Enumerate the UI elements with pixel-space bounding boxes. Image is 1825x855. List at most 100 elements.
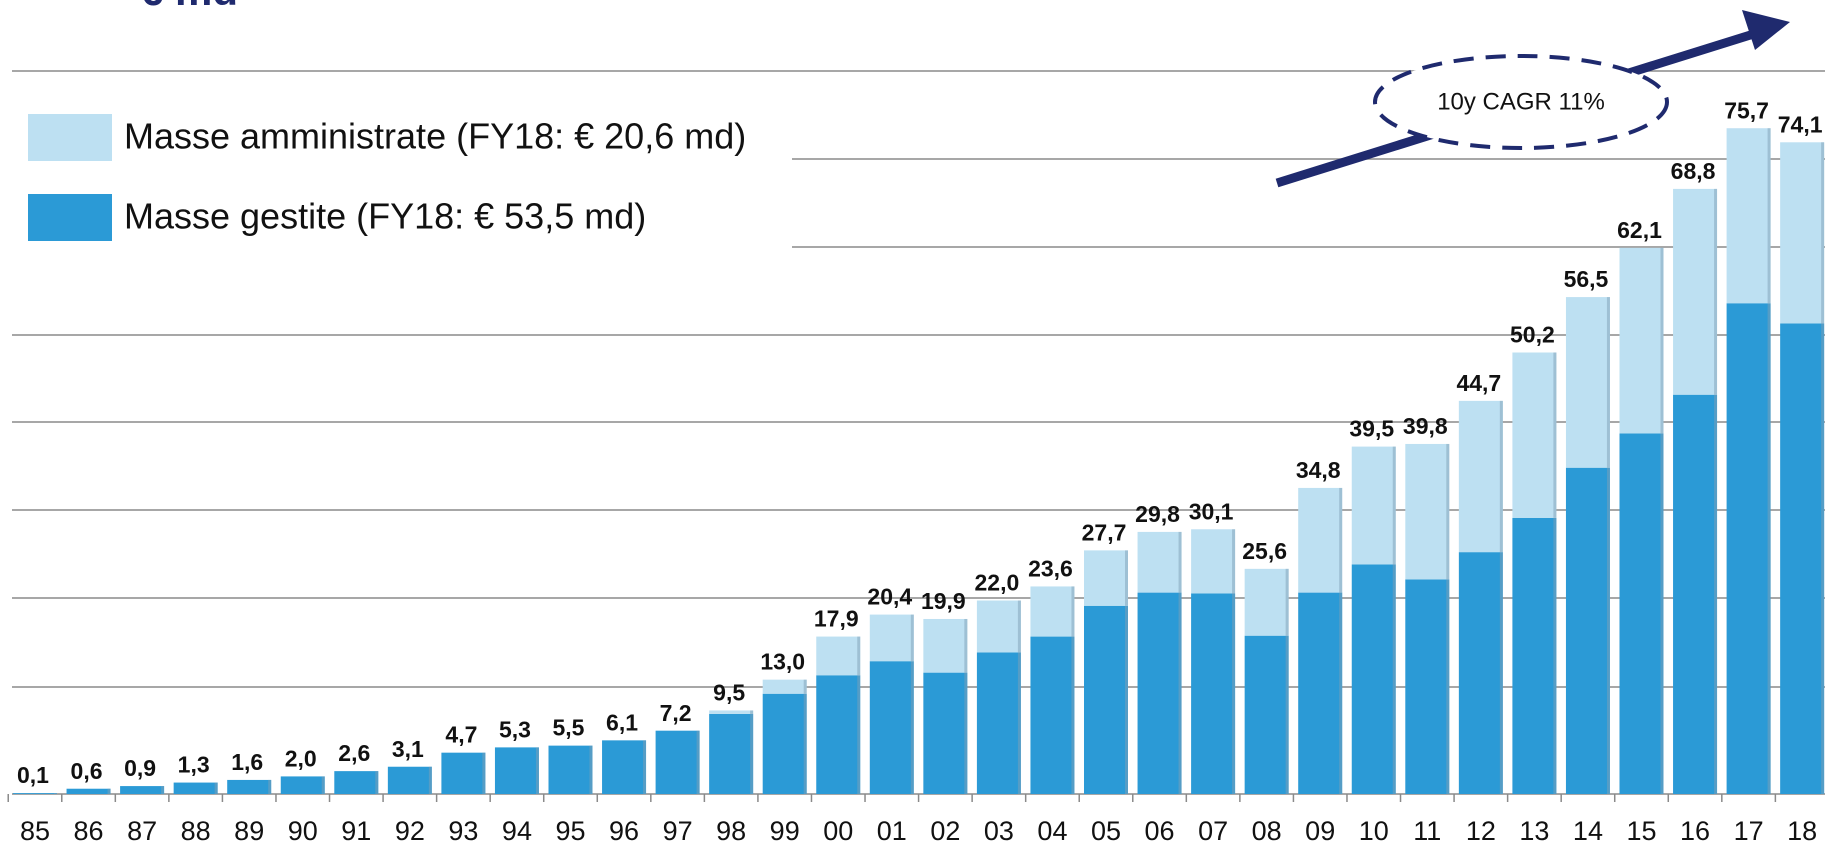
bar-edge — [1499, 400, 1503, 553]
bar-segment — [1298, 592, 1343, 794]
bar-edge — [803, 693, 807, 794]
x-tick-label: 90 — [288, 816, 318, 846]
bar-edge — [1285, 568, 1289, 636]
x-tick-label: 96 — [609, 816, 639, 846]
bar-edge — [1446, 579, 1450, 794]
bar-edge — [214, 782, 218, 794]
chart-title: € md — [140, 0, 238, 14]
bar-segment — [280, 776, 325, 794]
bar-segment — [1244, 635, 1289, 794]
total-label: 75,7 — [1724, 97, 1769, 123]
bar-segment — [120, 786, 165, 794]
bar-segment — [1673, 188, 1718, 395]
x-tick-label: 03 — [984, 816, 1014, 846]
bar-segment — [1619, 433, 1664, 794]
total-label: 5,5 — [553, 715, 585, 741]
annotation-ellipse — [1373, 54, 1669, 150]
total-label: 39,5 — [1349, 416, 1394, 442]
x-tick-label: 18 — [1787, 816, 1817, 846]
bar-edge — [1339, 487, 1343, 593]
bar-edge — [1017, 600, 1021, 653]
bar-segment — [869, 614, 914, 662]
bar-edge — [1606, 467, 1610, 794]
x-tick-label: 15 — [1626, 816, 1656, 846]
bar-segment — [1458, 400, 1503, 553]
bar-edge — [1125, 550, 1128, 606]
total-label: 23,6 — [1028, 556, 1073, 582]
bar-segment — [1244, 568, 1289, 636]
bar-segment — [602, 740, 647, 794]
total-label: 0,1 — [17, 762, 49, 788]
total-label: 0,6 — [71, 758, 103, 784]
legend-swatch — [28, 194, 112, 241]
bar-segment — [762, 693, 807, 794]
total-label: 5,3 — [499, 716, 531, 742]
bar-segment — [869, 661, 914, 794]
bar-segment — [1565, 467, 1610, 794]
bar-edge — [428, 766, 432, 794]
bar-edge — [1660, 433, 1664, 794]
bar-segment — [173, 782, 218, 794]
total-label: 4,7 — [445, 722, 477, 748]
bar-segment — [387, 766, 432, 794]
x-tick-label: 16 — [1680, 816, 1710, 846]
bar-segment — [1191, 529, 1236, 594]
x-tick-label: 14 — [1573, 816, 1603, 846]
bar-edge — [1714, 394, 1718, 794]
bar-edge — [1392, 564, 1396, 794]
bar-edge — [643, 740, 647, 794]
bar-segment — [1512, 352, 1557, 518]
bar-segment — [227, 779, 272, 794]
total-label: 2,6 — [338, 740, 370, 766]
bar-segment — [1673, 394, 1718, 794]
total-label: 13,0 — [760, 649, 805, 675]
bar-edge — [750, 710, 754, 714]
x-tick-label: 99 — [770, 816, 800, 846]
x-tick-label: 09 — [1305, 816, 1335, 846]
annotation: 10y CAGR 11% — [1437, 88, 1605, 115]
bar-segment — [1458, 552, 1503, 794]
x-tick-label: 87 — [127, 816, 157, 846]
x-tick-label: 85 — [20, 816, 50, 846]
legend-label: Masse gestite (FY18: € 53,5 md) — [124, 196, 646, 237]
bar-segment — [1565, 297, 1610, 468]
total-label: 0,9 — [124, 755, 156, 781]
bar-segment — [709, 713, 754, 794]
x-tick-label: 91 — [341, 816, 371, 846]
bar-segment — [66, 788, 111, 794]
bar-edge — [1821, 142, 1825, 324]
total-label: 1,6 — [231, 749, 263, 775]
x-tick-label: 93 — [448, 816, 478, 846]
bar-edge — [1071, 636, 1075, 794]
legend-label: Masse amministrate (FY18: € 20,6 md) — [124, 116, 746, 157]
legend-swatch — [28, 114, 112, 161]
bar-segment — [1351, 446, 1396, 565]
x-tick-label: 07 — [1198, 816, 1228, 846]
x-tick-label: 94 — [502, 816, 532, 846]
x-tick-label: 12 — [1466, 816, 1496, 846]
bar-edge — [1553, 517, 1557, 794]
bar-segment — [816, 636, 861, 676]
x-tick-label: 06 — [1145, 816, 1175, 846]
bar-edge — [1821, 323, 1825, 794]
total-label: 68,8 — [1671, 158, 1716, 184]
bar-edge — [268, 779, 272, 794]
total-label: 19,9 — [921, 588, 966, 614]
bar-edge — [857, 636, 861, 676]
bar-segment — [1726, 303, 1771, 794]
x-tick-label: 11 — [1413, 816, 1441, 846]
total-label: 9,5 — [713, 680, 745, 706]
bar-edge — [910, 614, 914, 662]
bar-edge — [482, 752, 486, 794]
bar-edge — [1232, 529, 1236, 594]
x-tick-label: 01 — [877, 816, 907, 846]
bar-edge — [1499, 552, 1503, 794]
bar-edge — [910, 661, 914, 794]
x-tick-label: 08 — [1252, 816, 1282, 846]
bar-edge — [1232, 593, 1236, 794]
total-label: 25,6 — [1242, 538, 1287, 564]
bar-segment — [441, 752, 486, 794]
bar-segment — [1351, 564, 1396, 794]
bar-segment — [494, 747, 539, 794]
bar-edge — [1767, 128, 1771, 304]
